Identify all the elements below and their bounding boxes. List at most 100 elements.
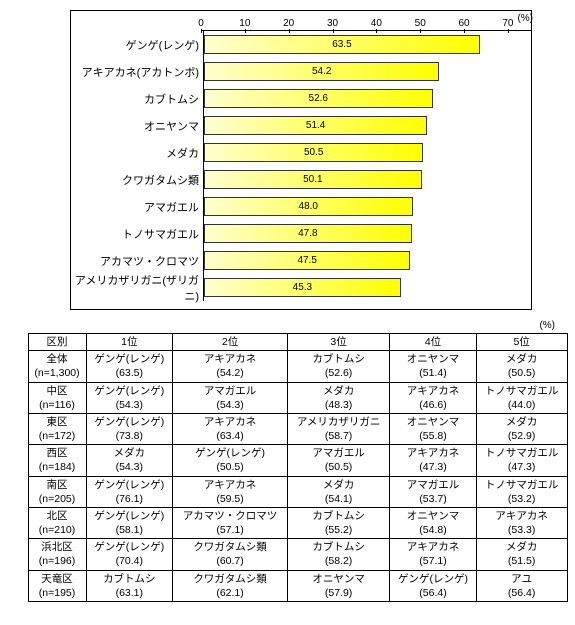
table-row: 南区(n=205)ゲンゲ(レンゲ)(76.1)アキアカネ(59.5)メダカ(54…	[28, 476, 567, 507]
rank-cell: アカマツ・クロマツ(57.1)	[173, 507, 288, 538]
bar-label: アメリカザリガニ(ザリガニ)	[71, 272, 203, 304]
bar-row: カブトムシ52.6	[71, 85, 531, 112]
bar-row: アカマツ・クロマツ47.5	[71, 247, 531, 274]
rank-cell: アキアカネ(53.3)	[476, 507, 567, 538]
rank-cell: トノサマガエル(53.2)	[476, 476, 567, 507]
table-row: 全体(n=1,300)ゲンゲ(レンゲ)(63.5)アキアカネ(54.2)カブトム…	[28, 351, 567, 382]
bar: 51.4	[204, 116, 427, 135]
table-row: 浜北区(n=196)ゲンゲ(レンゲ)(70.4)クワガタムシ類(60.7)カブト…	[28, 539, 567, 570]
rank-cell: メダカ(51.5)	[476, 539, 567, 570]
rank-cell: トノサマガエル(47.3)	[476, 445, 567, 476]
x-tick: 70	[502, 18, 513, 29]
rank-cell: メダカ(50.5)	[476, 351, 567, 382]
bar-label: アカマツ・クロマツ	[71, 253, 203, 269]
rank-cell: アメリカザリガニ(58.7)	[288, 413, 390, 444]
table-row: 東区(n=172)ゲンゲ(レンゲ)(73.8)アキアカネ(63.4)アメリカザリ…	[28, 413, 567, 444]
rank-cell: アマガエル(53.7)	[390, 476, 477, 507]
bar-row: メダカ50.5	[71, 139, 531, 166]
col-header: 5位	[476, 334, 567, 351]
x-tick: 10	[239, 18, 250, 29]
rank-cell: オニヤンマ(57.9)	[288, 570, 390, 601]
bar: 47.5	[204, 251, 410, 270]
table-row: 天竜区(n=195)カブトムシ(63.1)クワガタムシ類(62.1)オニヤンマ(…	[28, 570, 567, 601]
bar-label: ゲンゲ(レンゲ)	[71, 37, 203, 53]
x-tick: 60	[458, 18, 469, 29]
rank-cell: ゲンゲ(レンゲ)(54.3)	[86, 382, 173, 413]
rank-cell: カブトムシ(55.2)	[288, 507, 390, 538]
rank-cell: ゲンゲ(レンゲ)(56.4)	[390, 570, 477, 601]
rank-cell: トノサマガエル(44.0)	[476, 382, 567, 413]
rank-cell: アキアカネ(59.5)	[173, 476, 288, 507]
rank-cell: アキアカネ(57.1)	[390, 539, 477, 570]
col-header: 2位	[173, 334, 288, 351]
area-cell: 中区(n=116)	[28, 382, 86, 413]
area-cell: 北区(n=210)	[28, 507, 86, 538]
rank-cell: メダカ(54.3)	[86, 445, 173, 476]
rank-cell: オニヤンマ(51.4)	[390, 351, 477, 382]
bar: 54.2	[204, 62, 439, 81]
rank-cell: メダカ(48.3)	[288, 382, 390, 413]
ranking-table: 区別1位2位3位4位5位 全体(n=1,300)ゲンゲ(レンゲ)(63.5)アキ…	[28, 333, 568, 602]
bar-label: アキアカネ(アカトンボ)	[71, 64, 203, 80]
rank-cell: ゲンゲ(レンゲ)(70.4)	[86, 539, 173, 570]
table-row: 中区(n=116)ゲンゲ(レンゲ)(54.3)アマガエル(54.3)メダカ(48…	[28, 382, 567, 413]
x-tick: 50	[415, 18, 426, 29]
rank-cell: ゲンゲ(レンゲ)(76.1)	[86, 476, 173, 507]
rank-cell: アマガエル(50.5)	[288, 445, 390, 476]
x-axis: (%) 0 10 20 30 40 50 60 70	[71, 11, 531, 31]
rank-cell: ゲンゲ(レンゲ)(58.1)	[86, 507, 173, 538]
rank-cell: カブトムシ(63.1)	[86, 570, 173, 601]
area-cell: 全体(n=1,300)	[28, 351, 86, 382]
col-header: 4位	[390, 334, 477, 351]
bar-row: トノサマガエル47.8	[71, 220, 531, 247]
x-tick: 20	[283, 18, 294, 29]
bar-row: アマガエル48.0	[71, 193, 531, 220]
x-tick: 40	[371, 18, 382, 29]
rank-cell: ゲンゲ(レンゲ)(63.5)	[86, 351, 173, 382]
bar-label: トノサマガエル	[71, 226, 203, 242]
col-header: 3位	[288, 334, 390, 351]
rank-cell: カブトムシ(58.2)	[288, 539, 390, 570]
col-header: 1位	[86, 334, 173, 351]
bar-row: アキアカネ(アカトンボ)54.2	[71, 58, 531, 85]
bar: 50.5	[204, 143, 423, 162]
rank-cell: アキアカネ(47.3)	[390, 445, 477, 476]
bar: 47.8	[204, 224, 412, 243]
rank-cell: クワガタムシ類(60.7)	[173, 539, 288, 570]
rank-cell: ゲンゲ(レンゲ)(50.5)	[173, 445, 288, 476]
table-row: 北区(n=210)ゲンゲ(レンゲ)(58.1)アカマツ・クロマツ(57.1)カブ…	[28, 507, 567, 538]
bar: 48.0	[204, 197, 413, 216]
bar-chart: (%) 010203040506070 ゲンゲ(レンゲ)63.5アキアカネ(アカ…	[70, 10, 532, 310]
bar: 50.1	[204, 170, 422, 189]
table-row: 西区(n=184)メダカ(54.3)ゲンゲ(レンゲ)(50.5)アマガエル(50…	[28, 445, 567, 476]
rank-cell: アマガエル(54.3)	[173, 382, 288, 413]
bar-label: メダカ	[71, 145, 203, 161]
bar-row: オニヤンマ51.4	[71, 112, 531, 139]
bar-label: アマガエル	[71, 199, 203, 215]
bar-row: クワガタムシ類50.1	[71, 166, 531, 193]
rank-cell: オニヤンマ(55.8)	[390, 413, 477, 444]
axis-unit: (%)	[517, 13, 533, 24]
bar-row: ゲンゲ(レンゲ)63.5	[71, 31, 531, 58]
rank-cell: クワガタムシ類(62.1)	[173, 570, 288, 601]
area-cell: 南区(n=205)	[28, 476, 86, 507]
rank-cell: アユ(56.4)	[476, 570, 567, 601]
col-header: 区別	[28, 334, 86, 351]
area-cell: 浜北区(n=196)	[28, 539, 86, 570]
bar-label: オニヤンマ	[71, 118, 203, 134]
table-unit: (%)	[10, 320, 555, 331]
rank-cell: アキアカネ(54.2)	[173, 351, 288, 382]
x-tick: 0	[198, 18, 204, 29]
bar-row: アメリカザリガニ(ザリガニ)45.3	[71, 274, 531, 301]
rank-cell: メダカ(54.1)	[288, 476, 390, 507]
area-cell: 天竜区(n=195)	[28, 570, 86, 601]
rank-cell: アキアカネ(46.6)	[390, 382, 477, 413]
bar: 52.6	[204, 89, 433, 108]
bar: 63.5	[204, 35, 480, 54]
bar-label: カブトムシ	[71, 91, 203, 107]
bar-label: クワガタムシ類	[71, 172, 203, 188]
rank-cell: アキアカネ(63.4)	[173, 413, 288, 444]
bar: 45.3	[204, 278, 401, 297]
x-tick: 30	[327, 18, 338, 29]
area-cell: 東区(n=172)	[28, 413, 86, 444]
